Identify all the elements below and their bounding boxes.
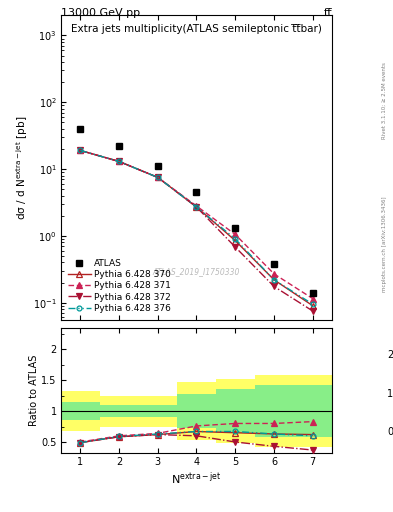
Text: tt̅: tt̅ — [323, 8, 332, 18]
Pythia 6.428 371 — [117, 158, 121, 164]
Pythia 6.428 370 — [194, 204, 199, 210]
Pythia 6.428 376 — [194, 204, 199, 210]
Pythia 6.428 372 — [272, 283, 276, 289]
Text: ATLAS_2019_I1750330: ATLAS_2019_I1750330 — [153, 267, 240, 276]
Y-axis label: dσ / d N$^{\mathrm{extra-jet}}$ [pb]: dσ / d N$^{\mathrm{extra-jet}}$ [pb] — [14, 116, 30, 220]
Pythia 6.428 376 — [310, 301, 315, 307]
ATLAS — [155, 163, 160, 169]
Pythia 6.428 376 — [155, 175, 160, 181]
Pythia 6.428 370 — [310, 303, 315, 309]
Line: Pythia 6.428 371: Pythia 6.428 371 — [77, 147, 316, 302]
Line: Pythia 6.428 370: Pythia 6.428 370 — [77, 147, 316, 309]
ATLAS — [233, 225, 238, 231]
X-axis label: N$^{\mathrm{extra-jet}}$: N$^{\mathrm{extra-jet}}$ — [171, 470, 222, 487]
Pythia 6.428 372 — [78, 147, 83, 154]
Y-axis label: Ratio to ATLAS: Ratio to ATLAS — [29, 355, 39, 426]
Legend: ATLAS, Pythia 6.428 370, Pythia 6.428 371, Pythia 6.428 372, Pythia 6.428 376: ATLAS, Pythia 6.428 370, Pythia 6.428 37… — [65, 256, 174, 315]
Text: Rivet 3.1.10; ≥ 2.5M events: Rivet 3.1.10; ≥ 2.5M events — [382, 62, 387, 139]
Text: 1: 1 — [387, 389, 393, 399]
ATLAS — [78, 126, 83, 132]
Pythia 6.428 370 — [117, 158, 121, 164]
ATLAS — [194, 189, 199, 195]
ATLAS — [117, 143, 121, 150]
Pythia 6.428 370 — [155, 175, 160, 181]
ATLAS — [310, 290, 315, 296]
Pythia 6.428 372 — [117, 158, 121, 164]
Pythia 6.428 372 — [310, 308, 315, 314]
Text: 2: 2 — [387, 350, 393, 360]
Pythia 6.428 370 — [272, 276, 276, 283]
Pythia 6.428 376 — [117, 158, 121, 164]
Text: mcplots.cern.ch [arXiv:1306.3436]: mcplots.cern.ch [arXiv:1306.3436] — [382, 196, 387, 292]
Pythia 6.428 370 — [233, 238, 238, 244]
Pythia 6.428 371 — [233, 231, 238, 238]
Line: ATLAS: ATLAS — [77, 126, 316, 296]
Pythia 6.428 370 — [78, 147, 83, 154]
Line: Pythia 6.428 372: Pythia 6.428 372 — [77, 147, 316, 314]
Pythia 6.428 371 — [272, 271, 276, 277]
Pythia 6.428 376 — [233, 236, 238, 242]
Line: Pythia 6.428 376: Pythia 6.428 376 — [78, 148, 315, 307]
Pythia 6.428 371 — [194, 203, 199, 209]
Text: Extra jets multiplicity(ATLAS semileptonic t̅t̅bar): Extra jets multiplicity(ATLAS semilepton… — [71, 25, 322, 34]
Pythia 6.428 372 — [233, 244, 238, 250]
Pythia 6.428 376 — [272, 276, 276, 283]
Pythia 6.428 372 — [194, 204, 199, 210]
Pythia 6.428 372 — [155, 175, 160, 181]
Text: 0.5: 0.5 — [387, 427, 393, 437]
Pythia 6.428 371 — [155, 175, 160, 181]
ATLAS — [272, 261, 276, 267]
Pythia 6.428 371 — [78, 147, 83, 154]
Pythia 6.428 371 — [310, 295, 315, 302]
Pythia 6.428 376 — [78, 147, 83, 154]
Text: 13000 GeV pp: 13000 GeV pp — [61, 8, 140, 18]
